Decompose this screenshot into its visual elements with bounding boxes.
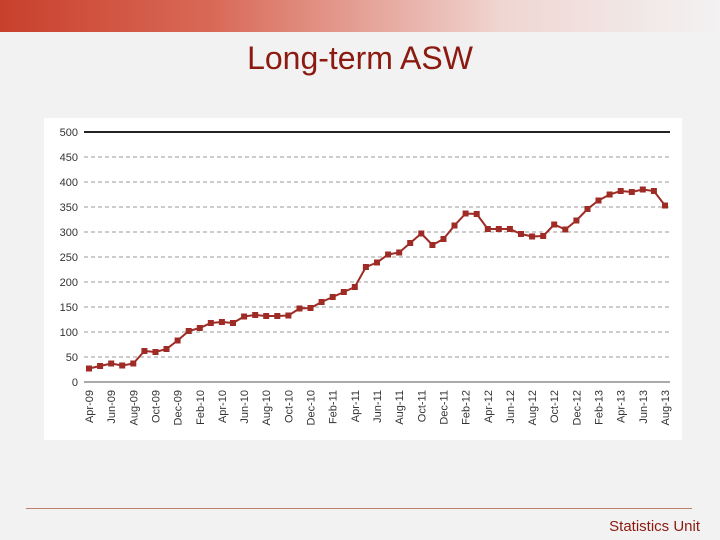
data-point xyxy=(473,211,480,217)
data-point xyxy=(285,312,292,319)
data-point xyxy=(584,206,591,212)
x-tick-label: Dec-11 xyxy=(438,390,450,425)
data-point xyxy=(506,226,513,232)
x-tick-label: Oct-10 xyxy=(283,390,295,423)
data-point xyxy=(252,312,259,318)
footer-divider xyxy=(26,508,692,509)
data-point xyxy=(340,289,347,295)
data-point xyxy=(263,313,270,319)
data-point xyxy=(650,188,657,194)
data-point xyxy=(573,217,580,224)
x-tick-label: Apr-13 xyxy=(616,390,628,423)
data-point xyxy=(617,188,624,194)
y-tick-label: 150 xyxy=(60,302,78,314)
data-point xyxy=(518,231,524,237)
data-point xyxy=(484,226,491,232)
data-point xyxy=(362,264,369,270)
data-point xyxy=(374,259,380,266)
data-point xyxy=(207,320,214,326)
x-tick-label: Aug-09 xyxy=(128,390,140,425)
x-tick-label: Aug-12 xyxy=(527,390,539,425)
x-tick-label: Jun-09 xyxy=(106,390,118,424)
y-tick-label: 0 xyxy=(72,377,78,389)
x-tick-label: Oct-09 xyxy=(150,390,162,423)
data-point xyxy=(429,242,436,248)
data-point xyxy=(407,240,414,246)
data-point xyxy=(274,313,281,319)
data-point xyxy=(307,305,314,311)
x-tick-label: Dec-12 xyxy=(571,390,583,425)
data-point xyxy=(97,363,104,369)
x-tick-label: Jun-13 xyxy=(638,390,650,424)
y-tick-label: 300 xyxy=(60,227,78,239)
x-tick-label: Oct-11 xyxy=(416,390,428,422)
y-tick-label: 200 xyxy=(60,277,78,289)
chart-panel: 0 50 100 150 200 250 300 350 400 450 500 Apr-09 Jun-… xyxy=(44,118,682,440)
data-point xyxy=(662,202,668,209)
data-point xyxy=(318,299,325,305)
x-tick-label: Apr-09 xyxy=(84,390,96,423)
data-point xyxy=(418,230,425,237)
data-point xyxy=(130,360,137,367)
x-tick-label: Feb-12 xyxy=(461,390,473,425)
data-point xyxy=(296,305,303,312)
x-tick-label: Apr-10 xyxy=(217,390,229,423)
data-point xyxy=(385,251,392,258)
data-point xyxy=(329,294,336,300)
footer-label: Statistics Unit xyxy=(609,518,700,535)
x-tick-label: Aug-13 xyxy=(660,390,672,425)
x-tick-label: Jun-10 xyxy=(239,390,251,424)
data-point xyxy=(196,325,203,331)
x-tick-label: Feb-10 xyxy=(195,390,207,425)
data-point xyxy=(141,348,148,354)
data-point xyxy=(451,222,458,229)
x-tick-label: Oct-12 xyxy=(549,390,561,423)
data-point xyxy=(595,197,602,204)
data-point xyxy=(230,320,236,326)
line-chart: 0 50 100 150 200 250 300 350 400 450 500 Apr-09 Jun-… xyxy=(60,127,672,425)
x-tick-label: Apr-12 xyxy=(483,390,495,423)
y-tick-label: 500 xyxy=(60,127,78,139)
x-tick-label: Dec-09 xyxy=(173,390,185,425)
x-tick-label: Apr-11 xyxy=(350,390,362,422)
x-tick-label: Feb-13 xyxy=(594,390,606,425)
x-tick-label: Jun-11 xyxy=(372,390,384,423)
data-point xyxy=(540,233,547,239)
x-tick-label: Dec-10 xyxy=(306,390,318,425)
data-point xyxy=(351,284,358,290)
x-tick-label: Feb-11 xyxy=(328,390,340,424)
data-point xyxy=(551,221,558,228)
data-point xyxy=(495,226,502,232)
y-tick-label: 100 xyxy=(60,327,78,339)
y-tick-label: 450 xyxy=(60,152,78,164)
data-point xyxy=(241,313,248,320)
data-point xyxy=(628,189,635,195)
y-tick-label: 250 xyxy=(60,252,78,264)
data-point xyxy=(108,360,115,367)
x-tick-label: Jun-12 xyxy=(505,390,517,424)
header-band xyxy=(0,0,720,32)
slide-title: Long-term ASW xyxy=(247,40,473,76)
data-point xyxy=(396,249,403,256)
data-point xyxy=(86,365,92,372)
data-point xyxy=(218,319,225,325)
x-tick-label: Aug-11 xyxy=(394,390,406,425)
data-point xyxy=(152,349,159,355)
y-tick-label: 50 xyxy=(66,352,78,364)
y-tick-label: 350 xyxy=(60,202,78,214)
data-point xyxy=(174,337,181,344)
data-point xyxy=(562,226,569,233)
data-point xyxy=(462,210,469,217)
data-point xyxy=(529,233,536,240)
data-point xyxy=(163,346,170,352)
x-tick-label: Aug-10 xyxy=(261,390,273,425)
data-point xyxy=(440,236,447,242)
data-point xyxy=(119,362,126,369)
data-point xyxy=(639,186,646,193)
y-tick-label: 400 xyxy=(60,177,78,189)
data-point xyxy=(185,328,192,334)
data-point xyxy=(606,191,613,198)
